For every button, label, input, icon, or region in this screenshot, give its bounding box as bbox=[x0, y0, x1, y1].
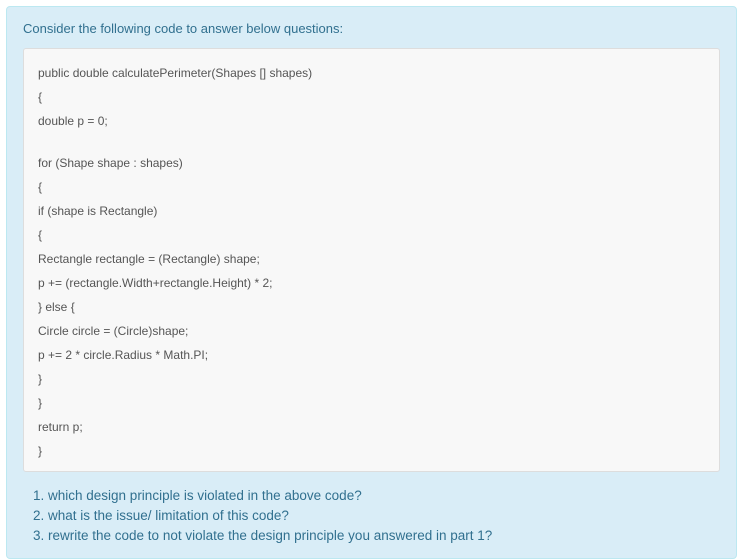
code-line: Rectangle rectangle = (Rectangle) shape; bbox=[38, 247, 705, 271]
question-list: 1. which design principle is violated in… bbox=[23, 486, 720, 546]
code-line: { bbox=[38, 175, 705, 199]
code-line: } bbox=[38, 391, 705, 415]
code-line: { bbox=[38, 223, 705, 247]
code-line bbox=[38, 133, 705, 151]
code-line: if (shape is Rectangle) bbox=[38, 199, 705, 223]
code-line: } bbox=[38, 367, 705, 391]
question-item: 2. what is the issue/ limitation of this… bbox=[33, 506, 720, 526]
code-line: public double calculatePerimeter(Shapes … bbox=[38, 61, 705, 85]
code-line: double p = 0; bbox=[38, 109, 705, 133]
code-line: { bbox=[38, 85, 705, 109]
intro-text: Consider the following code to answer be… bbox=[23, 21, 720, 36]
code-line: Circle circle = (Circle)shape; bbox=[38, 319, 705, 343]
question-item: 3. rewrite the code to not violate the d… bbox=[33, 526, 720, 546]
question-item: 1. which design principle is violated in… bbox=[33, 486, 720, 506]
code-box: public double calculatePerimeter(Shapes … bbox=[23, 48, 720, 472]
code-line: return p; bbox=[38, 415, 705, 439]
code-line: p += 2 * circle.Radius * Math.PI; bbox=[38, 343, 705, 367]
code-line: p += (rectangle.Width+rectangle.Height) … bbox=[38, 271, 705, 295]
code-line: } else { bbox=[38, 295, 705, 319]
code-line: } bbox=[38, 439, 705, 463]
code-line: for (Shape shape : shapes) bbox=[38, 151, 705, 175]
question-panel: Consider the following code to answer be… bbox=[6, 6, 737, 559]
